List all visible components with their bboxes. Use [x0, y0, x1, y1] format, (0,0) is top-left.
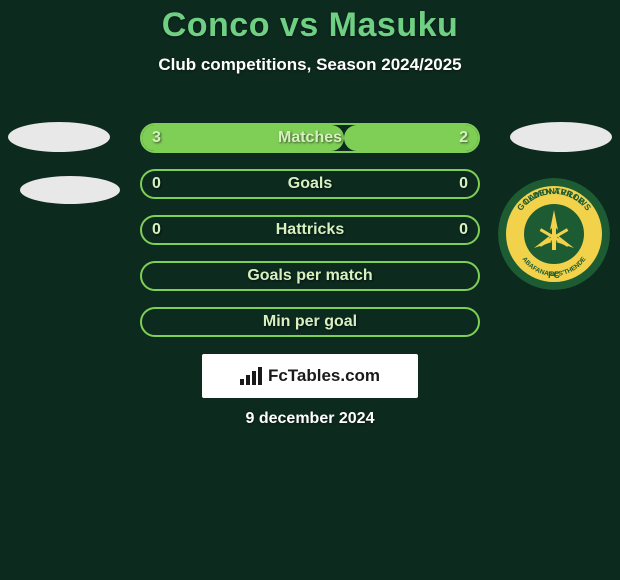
player-right-badge	[510, 122, 612, 152]
stat-value-right: 2	[459, 129, 468, 147]
stat-value-right: 0	[459, 221, 468, 239]
date-text: 9 december 2024	[0, 410, 620, 428]
stat-row: 0 Goals 0	[140, 169, 480, 199]
page-title: Conco vs Masuku	[0, 6, 620, 45]
page-subtitle: Club competitions, Season 2024/2025	[0, 55, 620, 75]
stat-value-left: 0	[152, 175, 161, 193]
stat-label: Goals	[288, 175, 332, 193]
player-left-badge	[8, 122, 110, 152]
club-badge-right: LAMONTVILLE GOLDEN ARROWS ABAFANA BES'TH…	[498, 178, 610, 290]
stat-row: Goals per match	[140, 261, 480, 291]
stat-label: Min per goal	[263, 313, 357, 331]
stat-value-left: 0	[152, 221, 161, 239]
club-badge-svg: LAMONTVILLE GOLDEN ARROWS ABAFANA BES'TH…	[498, 178, 610, 290]
stat-row: 3 Matches 2	[140, 123, 480, 153]
player-left-badge-2	[20, 176, 120, 204]
stat-row: Min per goal	[140, 307, 480, 337]
stat-value-left: 3	[152, 129, 161, 147]
stat-label: Hattricks	[276, 221, 344, 239]
bars-icon	[240, 367, 262, 385]
stat-row: 0 Hattricks 0	[140, 215, 480, 245]
stat-fill-right	[344, 125, 478, 151]
stat-label: Goals per match	[247, 267, 372, 285]
brand-text: FcTables.com	[268, 366, 380, 386]
brand-box[interactable]: FcTables.com	[202, 354, 418, 398]
stats-container: 3 Matches 2 0 Goals 0 0 Hattricks 0 Goals per mat…	[140, 123, 480, 353]
club-fc-text: FC	[548, 270, 560, 280]
header: Conco vs Masuku Club competitions, Seaso…	[0, 0, 620, 75]
stat-label: Matches	[278, 129, 342, 147]
stat-value-right: 0	[459, 175, 468, 193]
